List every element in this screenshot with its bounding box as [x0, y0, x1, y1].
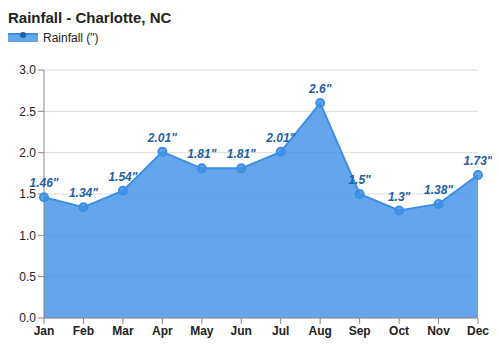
- svg-text:Oct: Oct: [389, 324, 409, 338]
- svg-text:1.0: 1.0: [19, 229, 36, 243]
- svg-text:Dec: Dec: [467, 324, 489, 338]
- svg-text:2.5: 2.5: [19, 105, 36, 119]
- svg-text:1.54": 1.54": [108, 170, 137, 184]
- html-text:Rainfall ("): Rainfall ("): [43, 31, 99, 45]
- html-text:Rainfall - Charlotte, NC: Rainfall - Charlotte, NC: [8, 9, 172, 26]
- svg-text:Apr: Apr: [152, 324, 173, 338]
- svg-text:Jun: Jun: [231, 324, 252, 338]
- svg-text:Aug: Aug: [309, 324, 332, 338]
- svg-text:1.73": 1.73": [463, 154, 492, 168]
- svg-text:1.3": 1.3": [388, 190, 411, 204]
- svg-text:2.6": 2.6": [308, 82, 332, 96]
- svg-text:2.0: 2.0: [19, 146, 36, 160]
- svg-text:Feb: Feb: [73, 324, 94, 338]
- svg-text:Sep: Sep: [349, 324, 371, 338]
- svg-text:1.5: 1.5: [19, 187, 36, 202]
- svg-text:0.5: 0.5: [19, 270, 36, 284]
- svg-text:1.81": 1.81": [187, 147, 216, 161]
- svg-text:Mar: Mar: [112, 324, 134, 338]
- svg-text:Jan: Jan: [34, 324, 55, 338]
- svg-text:1.5": 1.5": [348, 173, 371, 187]
- svg-text:2.01": 2.01": [147, 131, 177, 145]
- svg-text:Nov: Nov: [427, 324, 450, 338]
- svg-text:1.38": 1.38": [424, 183, 453, 197]
- svg-text:May: May: [190, 324, 214, 338]
- svg-text:Jul: Jul: [272, 324, 289, 338]
- svg-text:3.0: 3.0: [19, 63, 36, 77]
- svg-text:1.46": 1.46": [29, 176, 58, 190]
- svg-text:1.81": 1.81": [227, 147, 256, 161]
- svg-text:0.0: 0.0: [19, 311, 36, 325]
- svg-text:1.34": 1.34": [69, 186, 98, 200]
- svg-text:2.01": 2.01": [265, 131, 295, 145]
